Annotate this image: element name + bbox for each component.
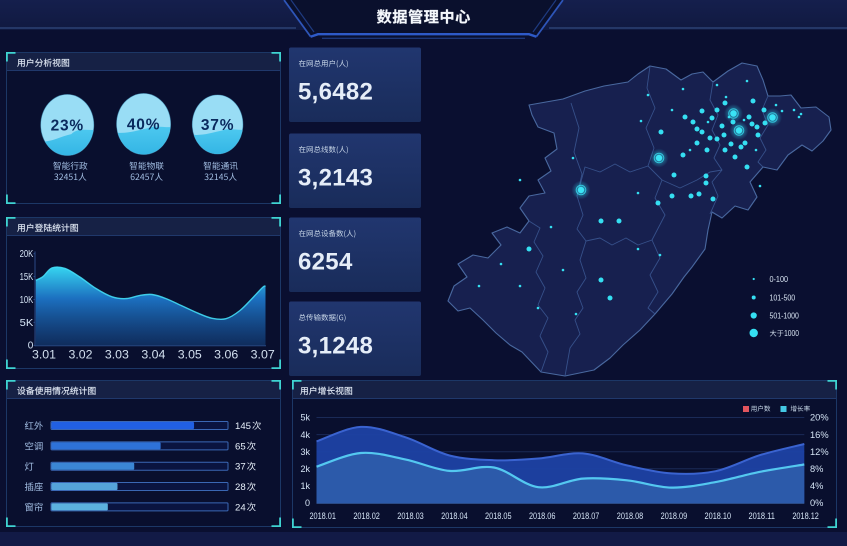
svg-text:145: 145 [235, 421, 251, 432]
svg-text:2018.10: 2018.10 [705, 511, 732, 522]
svg-text:15K: 15K [20, 272, 34, 283]
svg-text:6254: 6254 [298, 249, 353, 276]
svg-text:2k: 2k [300, 464, 310, 474]
svg-text:40%: 40% [127, 117, 160, 134]
svg-text:24: 24 [235, 502, 246, 513]
svg-text:1k: 1k [300, 481, 310, 491]
svg-text:3.03: 3.03 [105, 348, 129, 362]
svg-text:3.06: 3.06 [214, 348, 238, 362]
svg-text:0: 0 [305, 498, 310, 508]
svg-text:3.07: 3.07 [251, 348, 275, 362]
svg-text:5,6482: 5,6482 [298, 79, 373, 106]
svg-text:65: 65 [235, 441, 246, 452]
svg-text:0: 0 [28, 341, 34, 352]
svg-text:3.05: 3.05 [178, 348, 202, 362]
svg-text:2018.04: 2018.04 [441, 511, 468, 522]
svg-text:10K: 10K [20, 295, 34, 306]
svg-text:23%: 23% [51, 118, 84, 135]
svg-text:3k: 3k [300, 447, 310, 457]
svg-text:2018.02: 2018.02 [353, 511, 380, 522]
svg-text:37: 37 [235, 462, 246, 473]
svg-text:2018.07: 2018.07 [573, 511, 600, 522]
svg-text:3,1248: 3,1248 [298, 333, 373, 360]
svg-text:8%: 8% [810, 464, 823, 474]
svg-text:2018.01: 2018.01 [309, 511, 336, 522]
svg-text:2018.11: 2018.11 [748, 511, 775, 522]
svg-text:12%: 12% [810, 447, 829, 457]
svg-text:2018.03: 2018.03 [397, 511, 424, 522]
svg-text:5k: 5k [300, 413, 310, 423]
svg-text:2018.06: 2018.06 [529, 511, 556, 522]
svg-text:3.02: 3.02 [69, 348, 93, 362]
svg-text:0%: 0% [810, 498, 823, 508]
svg-text:3,2143: 3,2143 [298, 165, 373, 192]
svg-text:4%: 4% [810, 481, 823, 491]
svg-text:2018.05: 2018.05 [485, 511, 512, 522]
svg-text:2018.08: 2018.08 [617, 511, 644, 522]
svg-text:16%: 16% [810, 430, 829, 440]
svg-text:37%: 37% [201, 117, 234, 134]
svg-text:0-100: 0-100 [770, 275, 789, 284]
svg-text:20K: 20K [20, 249, 34, 260]
svg-text:28: 28 [235, 482, 246, 493]
svg-text:2018.12: 2018.12 [792, 511, 819, 522]
svg-text:3.04: 3.04 [141, 348, 165, 362]
svg-text:101-500: 101-500 [770, 293, 796, 302]
svg-text:1000: 1000 [784, 329, 799, 338]
svg-text:5K: 5K [20, 318, 34, 329]
svg-text:501-1000: 501-1000 [770, 311, 800, 320]
svg-text:3.01: 3.01 [32, 348, 56, 362]
svg-text:4k: 4k [300, 430, 310, 440]
svg-text:2018.09: 2018.09 [661, 511, 688, 522]
svg-text:20%: 20% [810, 413, 829, 423]
